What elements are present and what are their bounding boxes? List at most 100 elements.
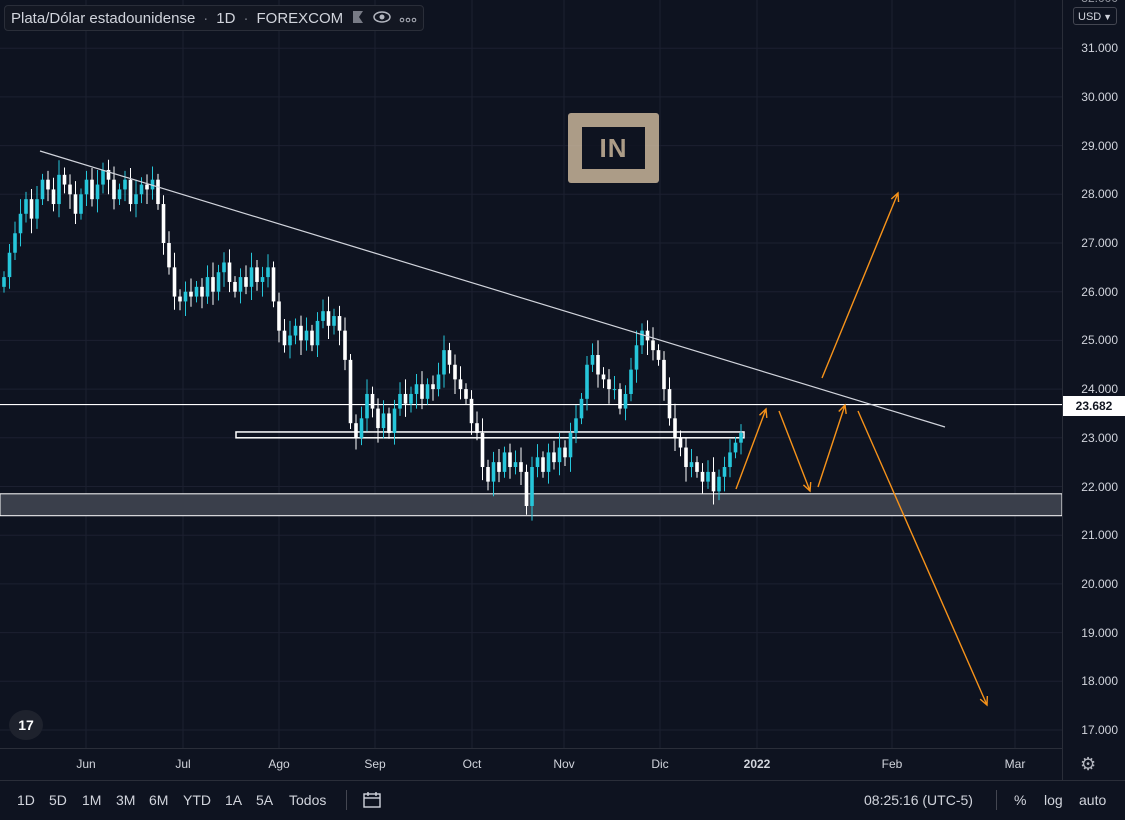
candle — [574, 405, 578, 444]
candle — [447, 342, 452, 374]
candle — [541, 451, 545, 478]
candle — [24, 191, 28, 223]
candle — [508, 443, 512, 479]
candle — [326, 296, 331, 339]
candle — [293, 318, 298, 345]
eye-icon[interactable] — [373, 10, 391, 27]
candle — [403, 379, 408, 417]
candle — [194, 280, 199, 303]
candle — [684, 437, 688, 482]
candle — [128, 168, 133, 212]
trend-drawings — [39, 150, 989, 707]
candle — [282, 318, 287, 353]
candle — [667, 377, 672, 426]
candle — [464, 383, 468, 405]
range-button[interactable]: 3M — [116, 792, 136, 808]
candle — [618, 383, 622, 415]
candle — [271, 261, 276, 308]
candle — [722, 456, 727, 492]
clock-label[interactable]: 08:25:16 (UTC-5) — [864, 792, 973, 808]
candle — [524, 464, 529, 515]
candle — [695, 456, 699, 478]
candle — [266, 254, 270, 288]
range-button[interactable]: Todos — [289, 792, 327, 808]
candle — [51, 177, 56, 212]
range-button[interactable]: 5A — [256, 792, 274, 808]
candle — [95, 169, 100, 213]
candle — [651, 327, 655, 361]
bullish-target-arrow — [821, 191, 900, 379]
price-tick: 29.000 — [1081, 138, 1118, 153]
candle — [431, 375, 435, 401]
candle — [486, 459, 490, 491]
candle — [299, 315, 303, 356]
candle — [260, 266, 265, 297]
time-axis[interactable]: Jun Jul Ago Sep Oct Nov Dic 2022 Feb Mar ⚙ — [0, 748, 1096, 781]
gear-icon[interactable]: ⚙ — [1080, 754, 1097, 774]
candle — [662, 351, 666, 401]
flag-icon[interactable] — [351, 10, 365, 27]
price-tick: 21.000 — [1081, 528, 1118, 543]
candle — [161, 195, 166, 255]
candle — [90, 168, 94, 207]
candle — [249, 252, 254, 300]
time-tick: Dic — [651, 757, 669, 771]
candle — [200, 278, 204, 309]
range-button[interactable]: YTD — [183, 792, 211, 808]
resistance-box — [235, 431, 745, 439]
candle — [68, 174, 72, 209]
candle — [436, 362, 441, 397]
candle — [563, 440, 567, 467]
candle — [145, 174, 149, 205]
candle — [321, 299, 325, 329]
range-button[interactable]: 1D — [17, 792, 35, 808]
candle — [57, 160, 61, 218]
candle — [513, 450, 518, 475]
price-tick: 25.000 — [1081, 333, 1118, 348]
candle — [359, 406, 364, 446]
candle — [222, 252, 226, 287]
candle — [453, 354, 457, 394]
price-tick: 17.000 — [1081, 723, 1118, 737]
candle — [348, 354, 353, 430]
more-icon[interactable] — [399, 10, 417, 26]
candle — [497, 449, 501, 483]
range-button[interactable]: 1A — [225, 792, 243, 808]
candle — [656, 344, 661, 366]
range-button[interactable]: 5D — [49, 792, 67, 808]
bearish-target-arrow — [857, 410, 989, 707]
interval-label[interactable]: 1D — [216, 9, 236, 27]
tradingview-logo-icon[interactable]: 17 — [9, 710, 43, 740]
price-chart[interactable] — [0, 0, 1062, 748]
log-scale-toggle[interactable]: log — [1044, 792, 1063, 808]
candle — [205, 265, 210, 304]
range-button[interactable]: 1M — [82, 792, 102, 808]
descending-trendline — [39, 150, 946, 428]
candle — [365, 379, 369, 432]
range-button[interactable]: 6M — [149, 792, 169, 808]
symbol-legend[interactable]: Plata/Dólar estadounidense · 1D · FOREXC… — [4, 5, 425, 31]
time-tick: Sep — [364, 757, 386, 771]
calendar-icon[interactable] — [362, 790, 382, 813]
legend-separator: · — [203, 9, 209, 27]
toolbar-divider — [996, 790, 997, 810]
symbol-name: Plata/Dólar estadounidense — [11, 9, 196, 27]
percent-scale-toggle[interactable]: % — [1014, 792, 1027, 808]
candle — [645, 320, 650, 356]
candle — [370, 386, 375, 418]
candle — [491, 451, 496, 497]
candle — [178, 289, 182, 311]
chevron-down-icon: ▼ — [1103, 12, 1112, 22]
candle — [640, 323, 644, 355]
candle — [288, 320, 292, 359]
candle — [84, 170, 89, 206]
zigzag-arrow-up-2 — [817, 403, 847, 488]
candle — [150, 166, 155, 200]
candle — [79, 188, 83, 220]
time-tick: Ago — [268, 757, 290, 771]
auto-scale-toggle[interactable]: auto — [1079, 792, 1107, 808]
price-axis[interactable]: USD ▼ 32.000 31.000 30.000 29.000 28.000 27.0… — [1062, 0, 1125, 780]
currency-selector[interactable]: USD ▼ — [1073, 7, 1117, 25]
candle — [409, 386, 413, 413]
